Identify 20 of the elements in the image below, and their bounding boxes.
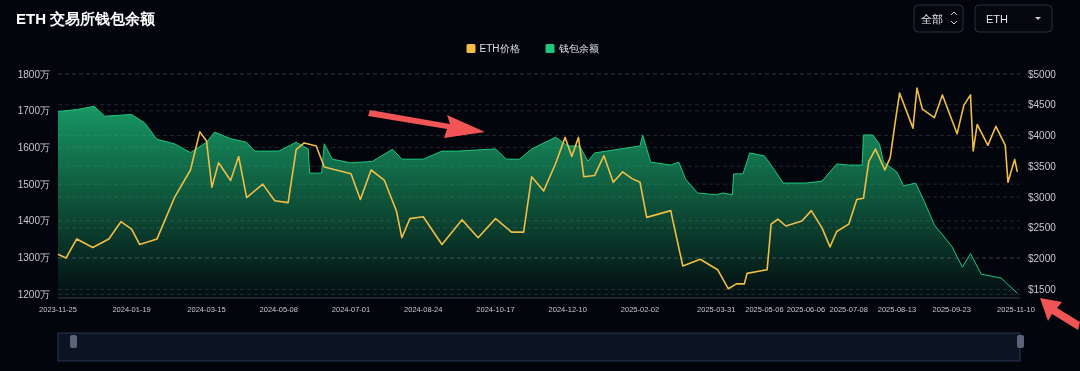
y-tick-label: 1800万 xyxy=(17,68,50,80)
y-tick-label: 1300万 xyxy=(17,252,50,264)
y2-tick-label: $4500 xyxy=(1028,99,1057,111)
y-tick-label: 1600万 xyxy=(17,141,50,153)
legend-label: ETH价格 xyxy=(479,43,520,54)
y-tick-label: 1500万 xyxy=(17,178,50,190)
legend-label: 钱包余额 xyxy=(557,43,599,54)
y2-tick-label: $3500 xyxy=(1028,160,1057,172)
y-tick-label: 1200万 xyxy=(17,288,50,300)
y2-tick-label: $2000 xyxy=(1028,253,1057,265)
y-tick-label: 1700万 xyxy=(17,105,50,117)
text: 全部 xyxy=(921,13,943,25)
y2-tick-label: $5000 xyxy=(1028,68,1057,80)
y2-tick-label: $4000 xyxy=(1028,130,1057,142)
text: ETH xyxy=(986,13,1009,25)
y2-tick-label: $3000 xyxy=(1028,191,1057,203)
y-tick-label: 1400万 xyxy=(17,215,50,227)
y2-tick-label: $2500 xyxy=(1028,222,1057,234)
chart-title: ETH 交易所钱包余额 xyxy=(16,10,157,27)
y2-tick-label: $1500 xyxy=(1028,283,1057,295)
